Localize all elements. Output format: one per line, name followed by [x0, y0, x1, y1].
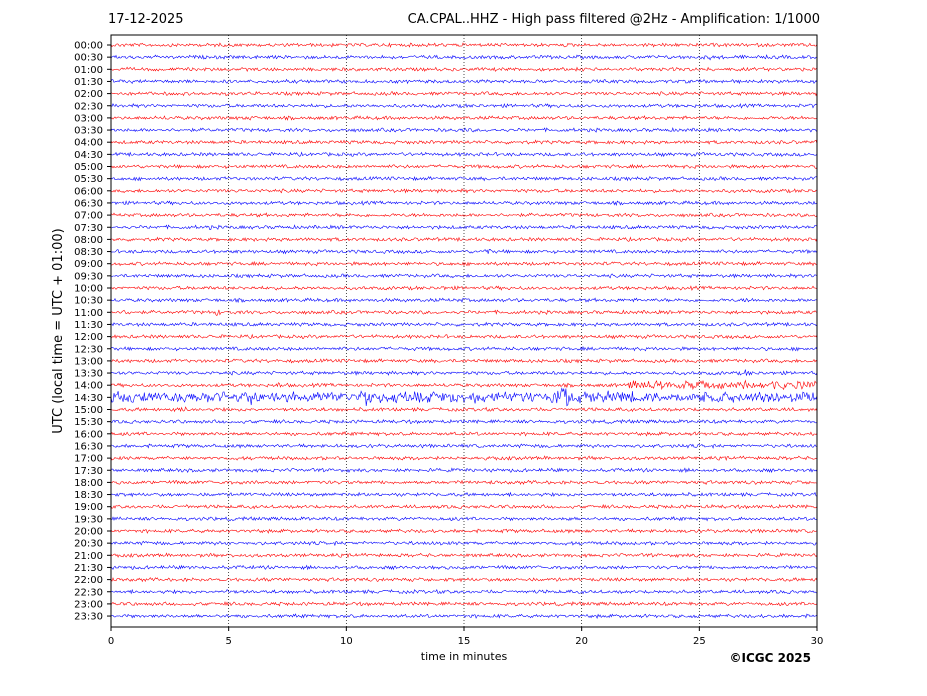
y-tick-label: 18:30	[74, 490, 103, 501]
trace-row-0200	[110, 90, 818, 97]
y-tick-label: 18:00	[74, 478, 103, 489]
y-tick-label: 05:00	[74, 162, 103, 173]
y-tick-label: 23:00	[74, 599, 103, 610]
y-tick-label: 13:30	[74, 369, 103, 380]
grid-layer	[228, 35, 700, 627]
plot-frame	[110, 34, 818, 628]
x-axis-label: time in minutes	[421, 650, 508, 663]
y-tick-label: 07:30	[74, 223, 103, 234]
trace-row-2130	[110, 564, 818, 571]
trace-row-1030	[110, 297, 818, 304]
y-tick-label: 05:30	[74, 174, 103, 185]
y-tick-label: 22:00	[74, 575, 103, 586]
trace-row-2300	[110, 601, 818, 607]
trace-row-2030	[110, 540, 818, 547]
y-tick-label: 02:00	[74, 89, 103, 100]
trace-row-1000	[110, 285, 818, 291]
y-tick-label: 22:30	[74, 587, 103, 598]
y-tick-label: 14:00	[74, 381, 103, 392]
y-tick-label: 20:00	[74, 527, 103, 538]
y-tick-label: 03:00	[74, 113, 103, 124]
trace-row-0400	[110, 139, 818, 145]
trace-row-2100	[110, 552, 818, 559]
y-axis-label: UTC (local time = UTC + 01:00)	[51, 228, 66, 433]
y-tick-label: 14:30	[74, 393, 103, 404]
x-tick-label: 15	[458, 636, 471, 647]
trace-row-2330	[110, 613, 818, 619]
y-tick-label: 04:30	[74, 150, 103, 161]
trace-row-1330	[110, 369, 818, 376]
y-tick-label: 19:30	[74, 514, 103, 525]
y-tick-label: 00:30	[74, 53, 103, 64]
trace-row-0700	[110, 212, 818, 218]
trace-row-0430	[110, 151, 818, 158]
y-tick-label: 16:30	[74, 441, 103, 452]
trace-row-0530	[110, 175, 818, 182]
y-tick-label: 16:00	[74, 429, 103, 440]
trace-row-0330	[110, 127, 818, 133]
y-tick-label: 02:30	[74, 101, 103, 112]
y-tick-label: 23:30	[74, 612, 103, 623]
x-tick-label: 30	[811, 636, 824, 647]
y-tick-label: 08:00	[74, 235, 103, 246]
y-tick-label: 00:00	[74, 41, 103, 52]
trace-row-0600	[110, 188, 818, 194]
y-tick-label: 09:00	[74, 259, 103, 270]
trace-row-0300	[110, 115, 818, 121]
x-tick-label: 10	[340, 636, 353, 647]
trace-row-0630	[110, 200, 818, 206]
copyright-label: ©ICGC 2025	[729, 651, 811, 665]
y-tick-label: 15:30	[74, 417, 103, 428]
y-tick-label: 15:00	[74, 405, 103, 416]
y-tick-label: 09:30	[74, 271, 103, 282]
y-tick-label: 12:30	[74, 344, 103, 355]
date-label: 17-12-2025	[108, 12, 184, 27]
x-tick-label: 5	[225, 636, 231, 647]
trace-row-0500	[110, 163, 818, 170]
x-tick-labels: 0 5 10 15 20 25 30	[108, 627, 824, 647]
y-tick-label: 04:00	[74, 138, 103, 149]
y-tick-label: 17:30	[74, 466, 103, 477]
y-tick-label: 21:00	[74, 551, 103, 562]
y-tick-label: 12:00	[74, 332, 103, 343]
y-tick-label: 10:30	[74, 296, 103, 307]
y-tick-label: 03:30	[74, 126, 103, 137]
y-tick-label: 10:00	[74, 284, 103, 295]
trace-layer	[110, 42, 818, 619]
y-tick-label: 01:00	[74, 65, 103, 76]
y-tick-label: 06:00	[74, 186, 103, 197]
y-tick-label: 07:00	[74, 211, 103, 222]
y-tick-label: 20:30	[74, 539, 103, 550]
y-tick-label: 06:30	[74, 198, 103, 209]
y-tick-label: 01:30	[74, 77, 103, 88]
chart-title: CA.CPAL..HHZ - High pass filtered @2Hz -…	[407, 12, 820, 27]
trace-row-1630	[110, 443, 818, 449]
x-tick-label: 0	[108, 636, 114, 647]
y-tick-label: 21:30	[74, 563, 103, 574]
trace-row-1300	[110, 358, 818, 364]
y-tick-label: 13:00	[74, 356, 103, 367]
trace-row-2000	[110, 528, 818, 534]
x-tick-label: 20	[575, 636, 588, 647]
trace-row-1430	[110, 387, 818, 407]
y-tick-label: 19:00	[74, 502, 103, 513]
y-tick-label: 11:30	[74, 320, 103, 331]
trace-row-1400	[110, 379, 818, 391]
y-tick-label: 08:30	[74, 247, 103, 258]
y-tick-label: 11:00	[74, 308, 103, 319]
trace-row-1530	[110, 418, 818, 425]
trace-row-1600	[110, 431, 818, 437]
trace-row-0100	[110, 66, 818, 73]
y-tick-label: 17:00	[74, 454, 103, 465]
x-tick-label: 25	[693, 636, 706, 647]
